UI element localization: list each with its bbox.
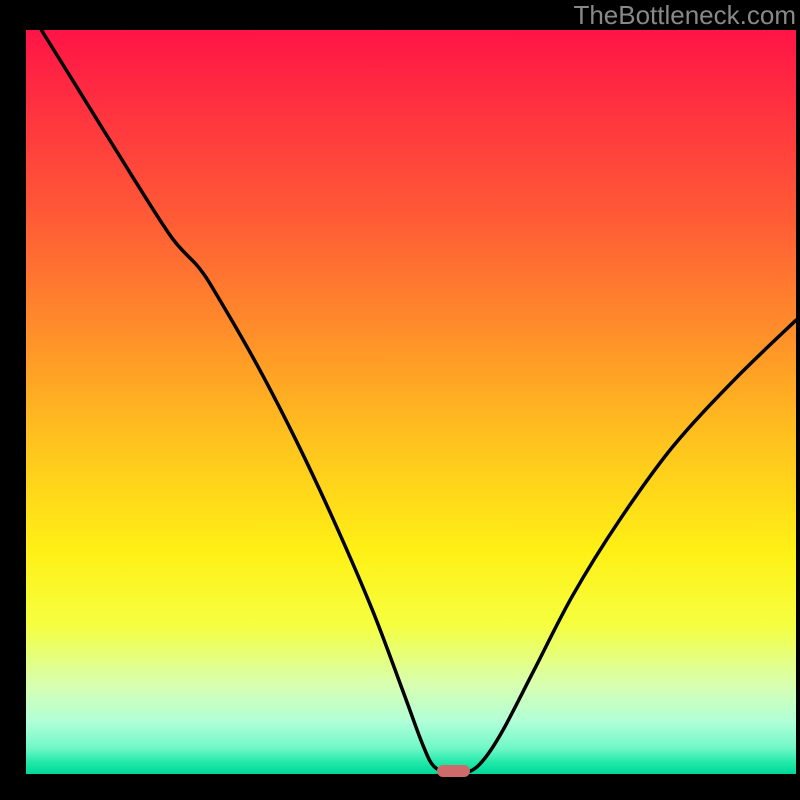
plot-background — [26, 30, 796, 774]
watermark-text: TheBottleneck.com — [573, 0, 796, 31]
optimum-marker — [437, 765, 469, 777]
chart-frame: TheBottleneck.com — [0, 0, 800, 800]
plot-area — [26, 30, 796, 774]
